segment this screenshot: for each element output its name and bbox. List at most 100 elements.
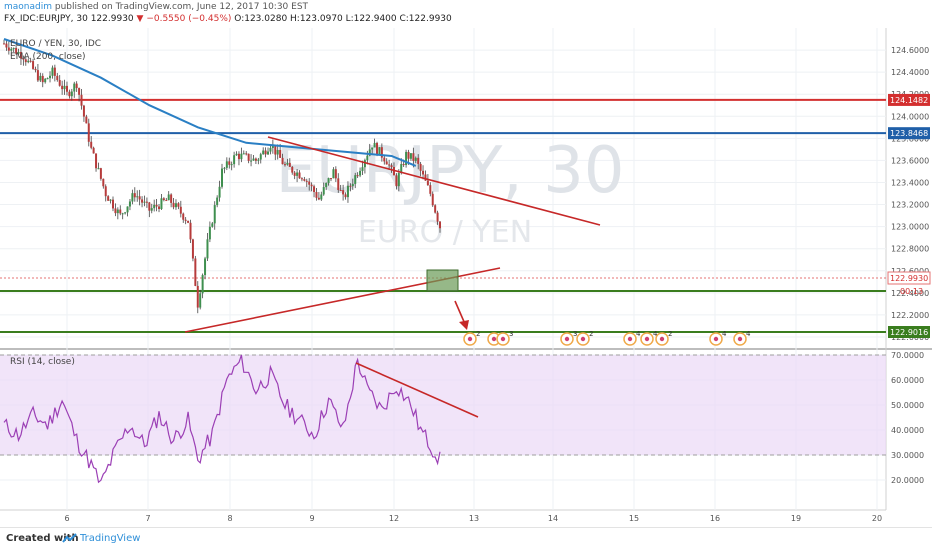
candle-body xyxy=(51,67,54,76)
candle-body xyxy=(53,67,56,76)
price-tick-label: 122.6000 xyxy=(891,267,929,276)
level-tag-label: 122.9016 xyxy=(890,328,928,337)
published-text: published on TradingView.com, June 12, 2… xyxy=(54,2,309,12)
time-tick-label: 9 xyxy=(309,514,314,523)
candle-body xyxy=(426,180,429,186)
candle-body xyxy=(412,153,415,161)
candle-body xyxy=(296,172,299,176)
candle-body xyxy=(199,293,202,308)
target-arrow-shaft[interactable] xyxy=(454,300,466,325)
watermark-name: EURO / YEN xyxy=(358,215,532,250)
event-badge-count: 2 xyxy=(589,330,593,338)
candle-body xyxy=(24,59,27,63)
candle-body xyxy=(354,175,357,184)
candle-body xyxy=(187,220,190,223)
ohlc-values: O:123.0280 H:123.0970 L:122.9400 C:122.9… xyxy=(234,14,452,24)
price-tick-label: 122.4000 xyxy=(891,289,929,298)
publish-info: maonadim published on TradingView.com, J… xyxy=(4,2,308,12)
candle-body xyxy=(281,157,284,165)
price-tick-label: 123.0000 xyxy=(891,223,929,232)
countdown-label: 00:13 xyxy=(900,287,923,296)
candle-body xyxy=(143,201,146,203)
symbol-info: FX_IDC:EURJPY, 30 122.9930 ▼ −0.5550 (−0… xyxy=(4,14,452,24)
down-arrow-icon: ▼ xyxy=(136,14,144,24)
candle-body xyxy=(242,153,245,155)
rsi-axis[interactable]: 20.0000 30.0000 40.0000 50.0000 60.0000 70.00… xyxy=(891,351,924,485)
level-tag-bg xyxy=(888,127,930,140)
candle-body xyxy=(279,149,282,158)
time-tick-label: 19 xyxy=(791,514,801,523)
level-tag-label: 123.8468 xyxy=(890,129,928,138)
candle-body xyxy=(3,43,5,45)
candle-body xyxy=(315,192,318,198)
price-tick-label: 123.2000 xyxy=(891,201,929,210)
candle-body xyxy=(90,141,93,148)
candle-body xyxy=(327,178,330,183)
ema-line xyxy=(3,38,417,167)
candle-body xyxy=(172,202,175,208)
candle-body xyxy=(17,51,20,54)
candle-body xyxy=(85,116,88,124)
candle-body xyxy=(235,153,238,156)
candle-body xyxy=(419,163,422,171)
candle-body xyxy=(383,157,386,162)
rsi-tick-label: 70.0000 xyxy=(891,351,924,360)
time-tick-label: 16 xyxy=(710,514,720,523)
candle-body xyxy=(179,206,182,214)
time-axis[interactable]: 6 7 8 9 12 13 14 15 16 19 20 xyxy=(64,514,882,523)
candle-body xyxy=(27,60,30,63)
event-badge-count: 2 xyxy=(476,330,480,338)
candle-body xyxy=(349,185,352,187)
level-tag-bg xyxy=(888,93,930,106)
event-badge-dot xyxy=(580,336,586,342)
current-price-tag-label: 122.9930 xyxy=(890,274,928,283)
candle-body xyxy=(204,258,207,276)
candle-body xyxy=(373,142,376,148)
candle-body xyxy=(407,151,410,159)
candle-body xyxy=(395,175,398,187)
event-badge-count: 2 xyxy=(668,330,672,338)
event-badge-count: 3 xyxy=(573,330,577,338)
price-tick-label: 123.4000 xyxy=(891,178,929,187)
candle-body xyxy=(34,68,37,71)
triangle-upper-trendline[interactable] xyxy=(267,136,601,226)
tradingview-brand[interactable]: TradingView xyxy=(80,533,141,544)
candle-body xyxy=(78,88,81,95)
candle-body xyxy=(68,91,71,97)
breakout-box[interactable] xyxy=(426,269,459,292)
candle-body xyxy=(136,196,139,198)
candle-body xyxy=(148,202,151,211)
rsi-trendline[interactable] xyxy=(355,362,479,418)
candle-body xyxy=(155,204,158,207)
candle-body xyxy=(49,75,52,79)
candle-body xyxy=(356,175,359,177)
event-badge-count: 3 xyxy=(509,330,513,338)
chart-svg[interactable]: EURJPY, 30 EURO / YEN 2233244244 EURO / … xyxy=(0,0,932,527)
candle-body xyxy=(133,193,136,198)
candle-body xyxy=(221,168,223,187)
candle-body xyxy=(230,164,233,166)
candle-body xyxy=(308,181,311,185)
rsi-tick-label: 30.0000 xyxy=(891,451,924,460)
candle-body xyxy=(257,159,260,161)
candle-body xyxy=(436,212,439,222)
candle-body xyxy=(303,179,306,181)
footer: Created with TradingView xyxy=(0,527,932,550)
candle-body xyxy=(97,168,100,170)
rsi-tick-label: 50.0000 xyxy=(891,401,924,410)
candle-body xyxy=(82,105,85,117)
price-axis[interactable]: 122.0000122.2000122.4000122.6000122.8000… xyxy=(891,46,929,342)
event-badges[interactable]: 2233244244 xyxy=(463,330,751,346)
candle-body xyxy=(346,185,349,198)
candle-body xyxy=(271,145,274,148)
author-name[interactable]: maonadim xyxy=(4,2,52,12)
candle-body xyxy=(116,209,119,214)
chart-title: EURO / YEN, 30, IDC xyxy=(10,39,101,49)
candle-body xyxy=(201,275,204,294)
candle-body xyxy=(252,158,255,161)
time-tick-label: 7 xyxy=(145,514,150,523)
tradingview-logo-icon xyxy=(62,533,77,543)
candle-body xyxy=(174,203,177,208)
candle-body xyxy=(99,168,102,179)
